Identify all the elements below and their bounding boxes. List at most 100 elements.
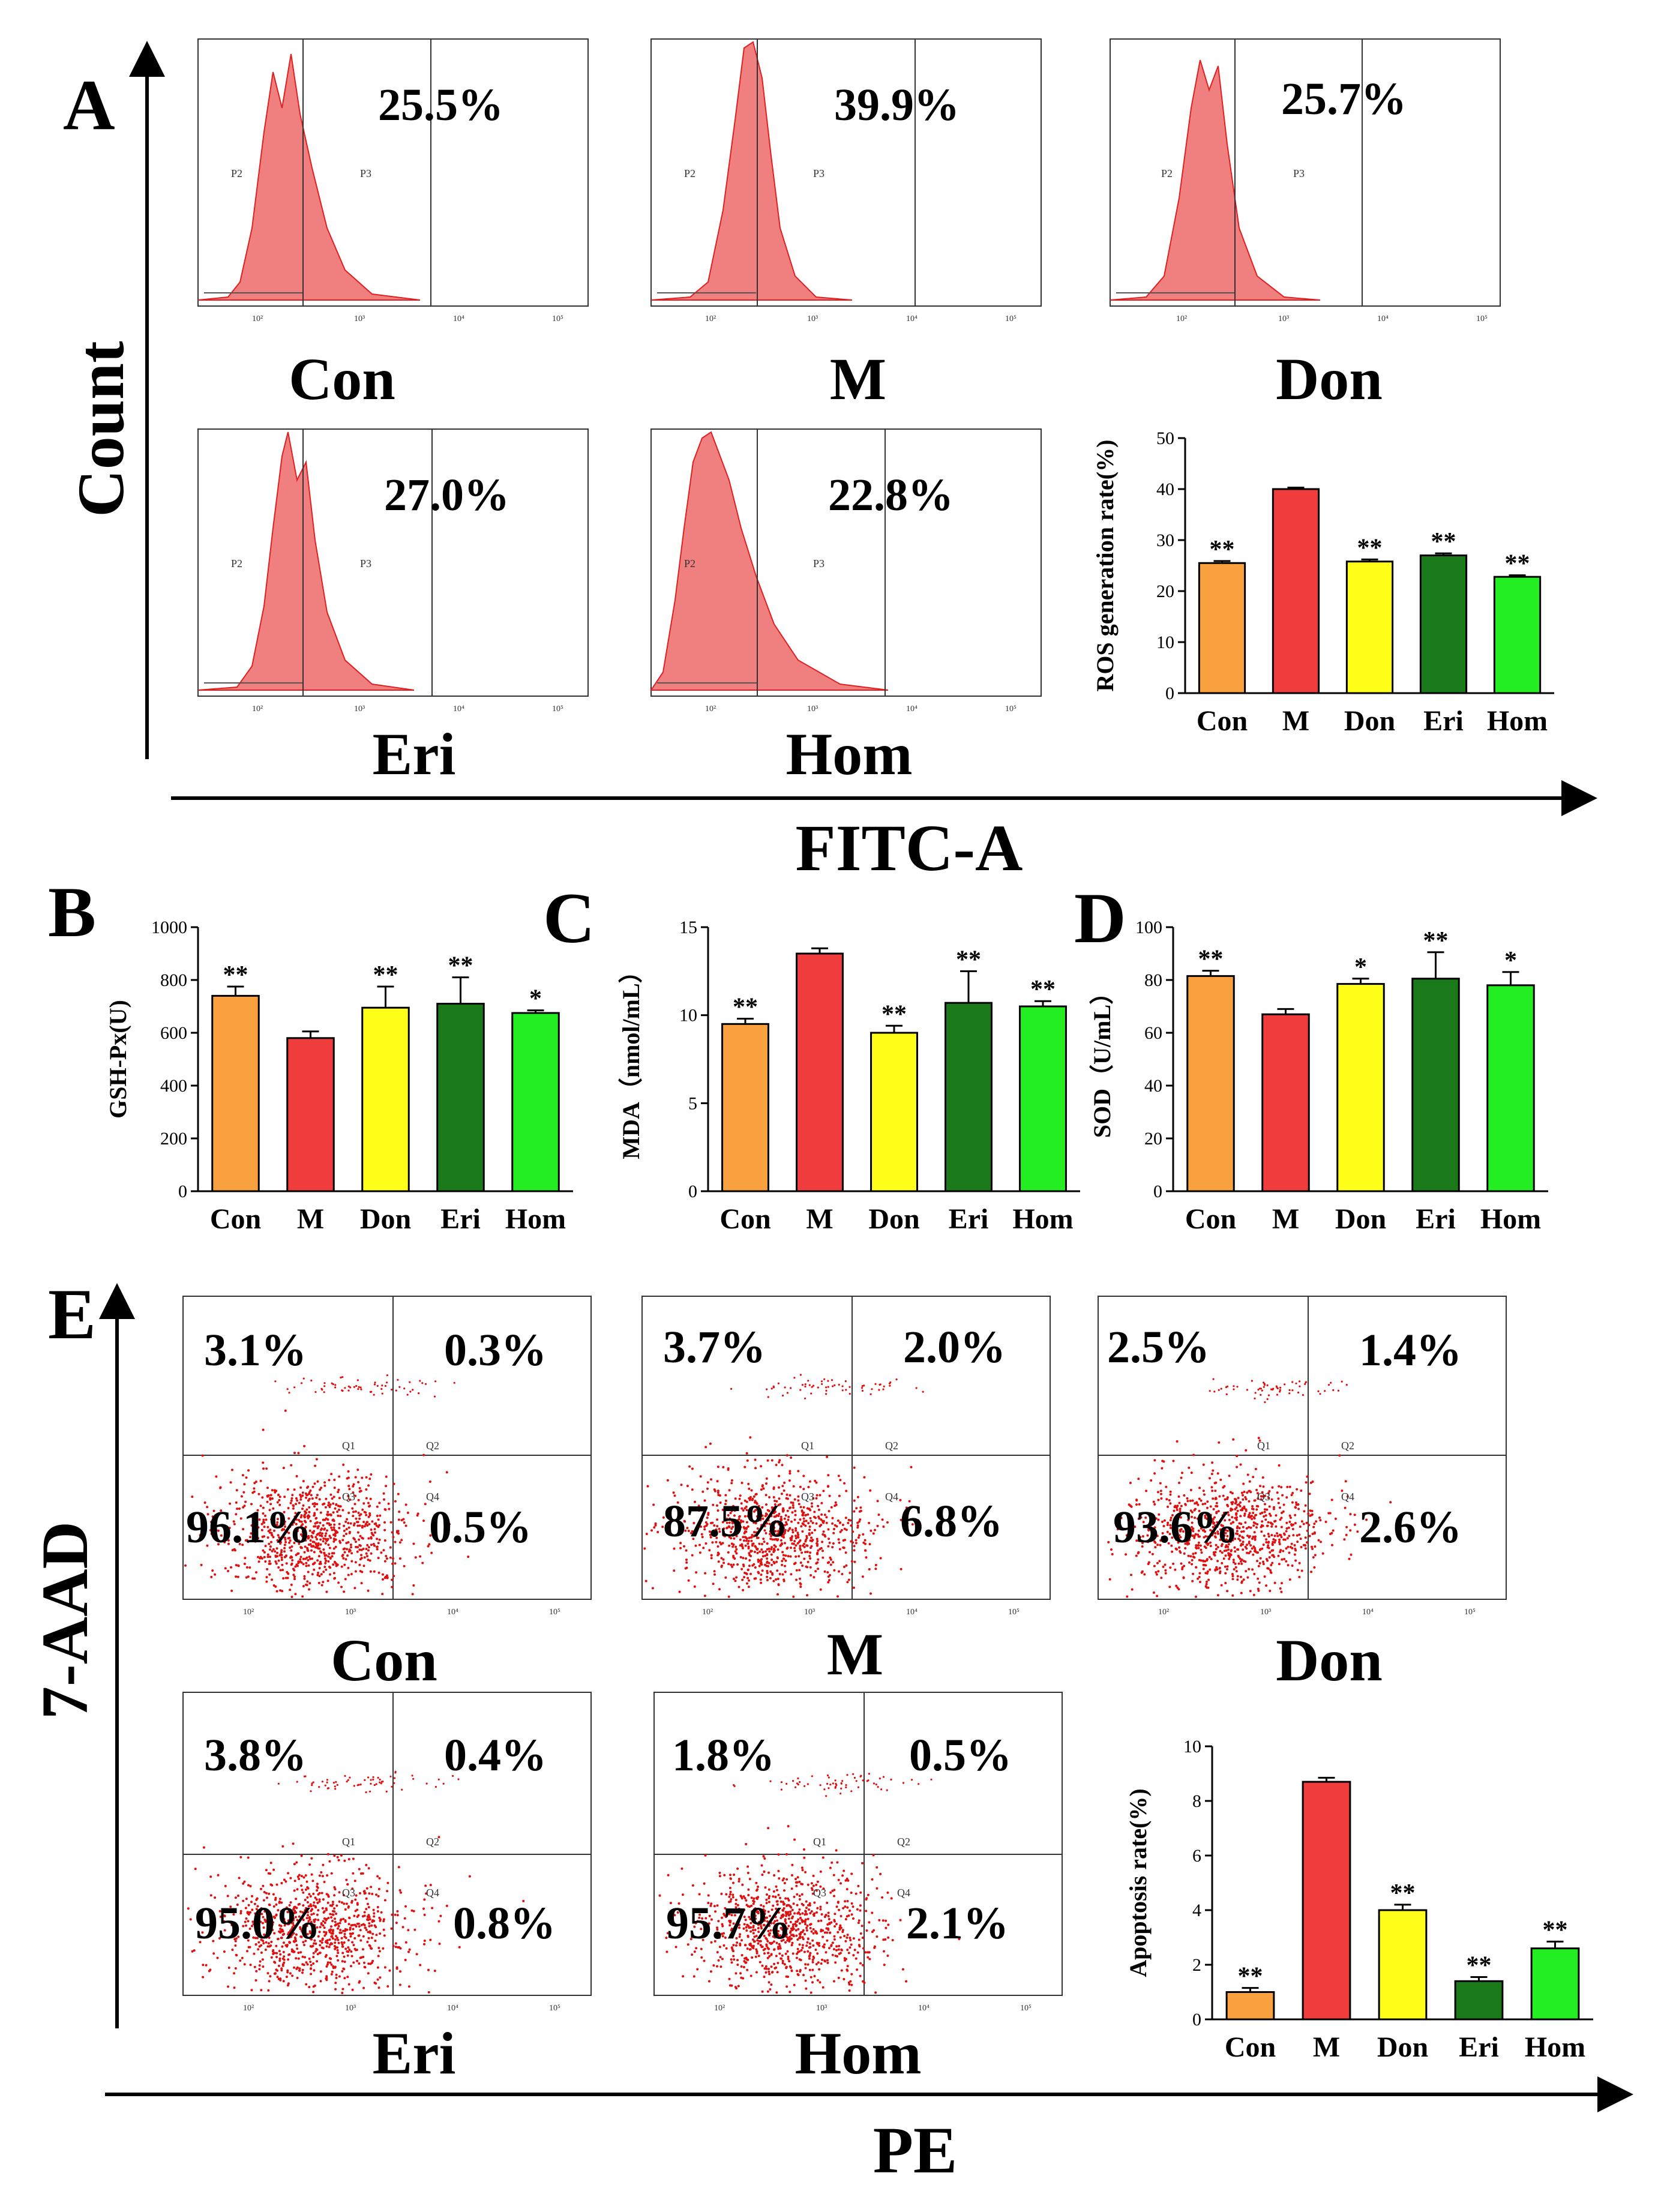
dot [304, 1525, 307, 1528]
dot [265, 1518, 268, 1521]
dot [1153, 1526, 1156, 1529]
dot [319, 1560, 322, 1563]
dot [1201, 1529, 1204, 1532]
dot [784, 1386, 786, 1389]
dot [312, 1904, 315, 1907]
dot [682, 1975, 685, 1978]
quadrant-label-q1: Q1 [342, 1836, 355, 1848]
dot [269, 1975, 272, 1978]
dot [846, 1969, 849, 1972]
dot [1312, 1525, 1315, 1528]
dot [361, 1536, 364, 1539]
dot [252, 1923, 255, 1926]
dot [729, 1512, 732, 1515]
dot [835, 1923, 838, 1926]
dot [323, 1931, 326, 1934]
dot [1231, 1492, 1234, 1495]
dot [859, 1518, 862, 1521]
dot [833, 1919, 836, 1922]
dot [1184, 1527, 1187, 1530]
dot [808, 1525, 811, 1528]
dot [757, 1504, 760, 1507]
dot [846, 1965, 849, 1968]
dot [373, 1915, 376, 1918]
dot [730, 1530, 733, 1533]
dot [360, 1582, 363, 1585]
dot [768, 1496, 771, 1498]
dot [298, 1501, 301, 1504]
dot [395, 1922, 398, 1925]
dot [284, 1944, 287, 1947]
dot [752, 1510, 755, 1513]
dot [778, 1523, 781, 1525]
dot [268, 1542, 271, 1545]
dot [883, 1964, 886, 1967]
dotplot-panel-m: Q1 Q2 Q3 Q4 10² 10³ 10⁴ 10⁵ 3.7% 2.0% 87… [641, 1296, 1051, 1688]
dot [748, 1552, 751, 1555]
dot [263, 1891, 266, 1893]
dot [393, 1777, 396, 1779]
dot [308, 1863, 311, 1866]
dot [797, 1499, 800, 1502]
dot [369, 1790, 371, 1793]
dot [403, 1564, 406, 1567]
dotplot-frame [182, 1692, 592, 1996]
dot [862, 1533, 865, 1536]
dot [295, 1957, 298, 1960]
dot [887, 1936, 890, 1939]
dot [313, 1920, 316, 1923]
dot [302, 1876, 305, 1879]
dot [841, 1780, 844, 1782]
dot [767, 1871, 770, 1874]
tick-1e4: 10⁴ [447, 2004, 458, 2013]
dot [251, 1920, 254, 1923]
dot [326, 1539, 329, 1542]
dot [703, 1499, 706, 1502]
dot [718, 1527, 721, 1530]
dot [1285, 1530, 1288, 1533]
dot [316, 1889, 319, 1892]
dot [326, 1510, 329, 1513]
dot [1249, 1526, 1252, 1529]
dot [1237, 1554, 1240, 1557]
dot [310, 1913, 313, 1916]
dot [354, 1898, 357, 1901]
dot [1167, 1521, 1170, 1524]
dot [813, 1510, 816, 1513]
dot [304, 1909, 307, 1912]
dot [1218, 1567, 1221, 1570]
dot [419, 1380, 421, 1382]
dot [353, 1538, 356, 1541]
dot [292, 1504, 295, 1507]
dot [398, 1557, 401, 1560]
dot [1319, 1519, 1322, 1522]
dot [289, 1972, 292, 1975]
dot [250, 1503, 253, 1506]
dot [791, 1531, 794, 1534]
dot [1212, 1497, 1215, 1500]
dot [1125, 1534, 1128, 1537]
dot [1248, 1480, 1251, 1483]
dot [778, 1459, 781, 1462]
dot [283, 1510, 286, 1513]
dot [1204, 1572, 1207, 1575]
dot [737, 1522, 740, 1525]
dot [724, 1576, 727, 1579]
tick-1e3: 10³ [807, 705, 818, 714]
dot [209, 1894, 212, 1897]
dot [803, 1542, 806, 1545]
dot [308, 1510, 311, 1513]
dot [1206, 1580, 1208, 1583]
dot [431, 1907, 434, 1910]
dot [857, 1786, 860, 1788]
dot [1246, 1551, 1249, 1554]
dot [338, 1900, 341, 1903]
dot [409, 1381, 411, 1383]
dot [370, 1947, 373, 1950]
dot [1298, 1561, 1301, 1564]
dot [294, 1593, 297, 1596]
dot [847, 1914, 850, 1917]
dot [884, 1938, 887, 1941]
dot [367, 1546, 370, 1549]
dot [742, 1536, 745, 1539]
